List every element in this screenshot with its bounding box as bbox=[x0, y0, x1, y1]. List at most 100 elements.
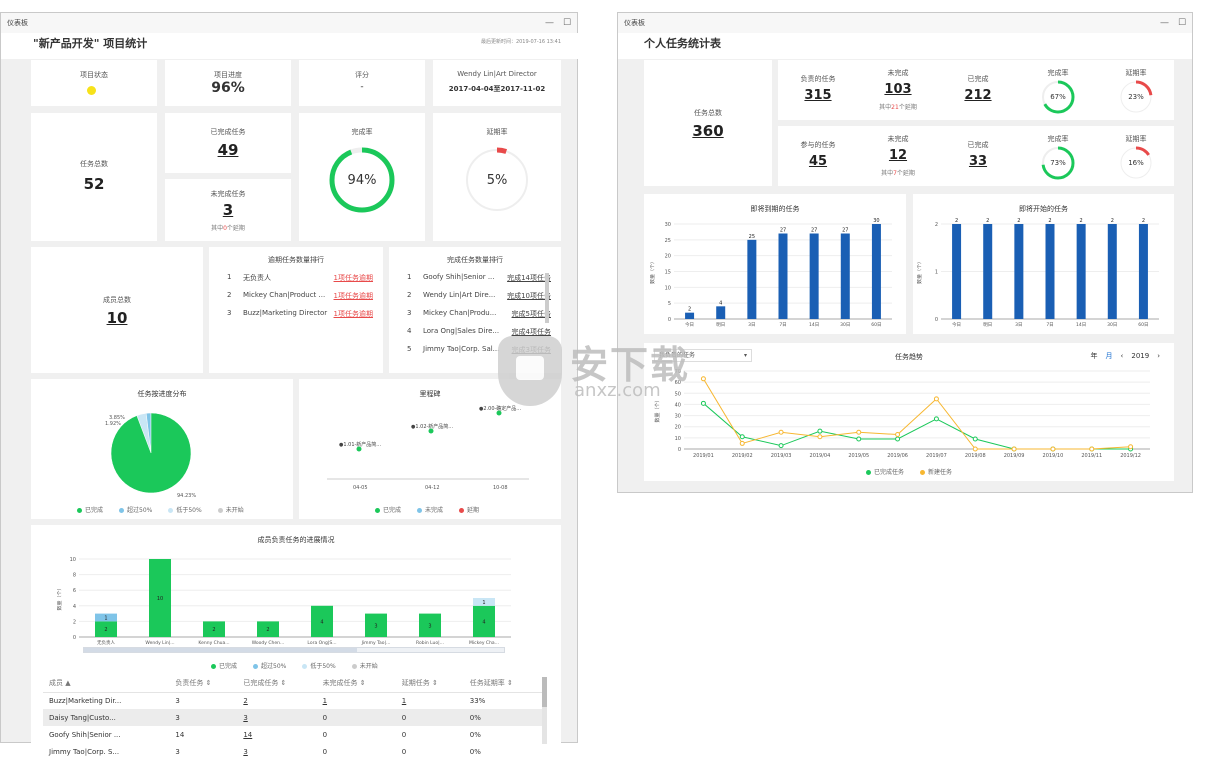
undone-tasks-label: 未完成任务 bbox=[210, 190, 246, 198]
column-header[interactable]: 任务延期率 ⇕ bbox=[463, 675, 543, 693]
table-cell[interactable]: 2 bbox=[243, 696, 248, 705]
column-header[interactable]: 成员 ▲ bbox=[43, 675, 170, 693]
table-cell: Goofy Shih|Senior ... bbox=[49, 730, 121, 739]
bar-label: 1 bbox=[482, 600, 485, 606]
maximize-icon[interactable]: ☐ bbox=[563, 18, 572, 28]
table-cell[interactable]: 0 bbox=[401, 730, 407, 739]
bar-label: 2 bbox=[1017, 218, 1020, 224]
personal-total-link[interactable]: 360 bbox=[692, 122, 724, 140]
part-undone-value[interactable]: 12 bbox=[888, 148, 908, 163]
table-row[interactable]: Jimmy Tao|Corp. S... 3 3 0 0 0% bbox=[43, 743, 543, 760]
y-axis-label: 数量（个） bbox=[917, 259, 923, 284]
minimize-icon[interactable]: — bbox=[545, 18, 554, 28]
members-link[interactable]: 10 bbox=[106, 309, 128, 327]
resp-value[interactable]: 315 bbox=[804, 88, 832, 103]
y-tick: 30 bbox=[675, 414, 681, 420]
bar-label: 30 bbox=[873, 218, 879, 224]
trend-legend-new: 新建任务 bbox=[920, 467, 952, 476]
table-cell[interactable]: 0 bbox=[401, 747, 407, 756]
x-tick: 7日 bbox=[1046, 322, 1053, 328]
bar bbox=[983, 224, 993, 319]
ms-legend-done: 已完成 bbox=[375, 505, 401, 514]
overdue-rank-row: 2 Mickey Chan|Product ... 1项任务逾期 bbox=[227, 291, 373, 303]
member-progress-card: 成员负责任务的进展情况 数量（个） 0 2 4 6 8 10 无负责人 2 1 Wendy Lin|… bbox=[31, 525, 561, 756]
part-done-value[interactable]: 33 bbox=[968, 154, 988, 169]
chart-zoom-slider[interactable] bbox=[83, 647, 505, 653]
column-header[interactable]: 未完成任务 ⇕ bbox=[316, 675, 396, 693]
start-chart-card: 即将开始的任务 数量（个） 0 1 2 今日 2 明日 2 3日 2 7日 2 14日 2 30日 2 60日 2 bbox=[913, 194, 1174, 334]
rank-link[interactable]: 1项任务逾期 bbox=[333, 310, 373, 318]
chevron-right-icon[interactable]: › bbox=[1157, 352, 1160, 360]
rank-link[interactable]: 完成5项任务 bbox=[511, 310, 551, 318]
bar bbox=[257, 621, 279, 637]
series-point bbox=[972, 446, 978, 452]
y-tick: 25 bbox=[665, 238, 671, 244]
right-minimize-icon[interactable]: — bbox=[1160, 18, 1169, 28]
resp-undone-value[interactable]: 103 bbox=[884, 82, 912, 97]
bar bbox=[1014, 224, 1024, 319]
due-chart-title: 即将到期的任务 bbox=[750, 205, 800, 213]
bar-label: 2 bbox=[266, 627, 269, 633]
x-tick: Jimmy Tao|... bbox=[361, 640, 391, 646]
rank-link[interactable]: 完成4项任务 bbox=[511, 328, 551, 336]
rank-link[interactable]: 1项任务逾期 bbox=[333, 292, 373, 300]
x-tick: 60日 bbox=[1138, 322, 1148, 328]
undone-tasks-card: 未完成任务 3 其中0个延期 bbox=[165, 179, 291, 241]
bar-label: 27 bbox=[780, 228, 786, 234]
x-tick: 2019/12 bbox=[1120, 453, 1141, 459]
right-maximize-icon[interactable]: ☐ bbox=[1178, 18, 1187, 28]
x-tick: Robin Luo|... bbox=[416, 640, 444, 646]
table-row[interactable]: Daisy Tang|Custo... 3 3 0 0 0% bbox=[43, 709, 543, 726]
table-cell[interactable]: 0 bbox=[316, 709, 396, 726]
due-bar-chart: 数量（个） 0 5 10 15 20 25 30 今日 2 明日 4 3日 25 7日 27 14日 27 30日 2… bbox=[650, 218, 892, 328]
y-tick: 5 bbox=[668, 301, 671, 307]
column-header[interactable]: 延期任务 ⇕ bbox=[395, 675, 464, 693]
table-cell[interactable]: 3 bbox=[237, 709, 317, 726]
part-value[interactable]: 45 bbox=[808, 154, 828, 169]
rating-value: - bbox=[360, 82, 364, 92]
rank-number: 2 bbox=[227, 291, 232, 299]
rank-link[interactable]: 完成10项任务 bbox=[507, 292, 551, 300]
table-row[interactable]: Goofy Shih|Senior ... 14 14 0 0 0% bbox=[43, 726, 543, 743]
table-cell[interactable]: 0 bbox=[322, 730, 328, 739]
total-tasks-label: 任务总数 bbox=[80, 160, 108, 168]
year-toggle[interactable]: 年 bbox=[1090, 352, 1098, 360]
chevron-left-icon[interactable]: ‹ bbox=[1120, 352, 1124, 360]
column-header[interactable]: 负责任务 ⇕ bbox=[169, 675, 238, 693]
done-tasks-link[interactable]: 49 bbox=[217, 141, 239, 159]
overdue-rank-card: 逾期任务数量排行 1 无负责人 1项任务逾期 2 Mickey Chan|Product… bbox=[209, 247, 383, 373]
personal-total-card: 任务总数 360 bbox=[644, 60, 772, 186]
milestone-title: 里程碑 bbox=[419, 390, 441, 398]
delay-value: 5% bbox=[486, 173, 508, 188]
delay-ring bbox=[464, 147, 530, 213]
done-rank-row: 4 Lora Ong|Sales Dire... 完成4项任务 bbox=[407, 327, 551, 339]
table-cell[interactable]: 3 bbox=[243, 747, 248, 756]
table-cell[interactable]: 1 bbox=[401, 696, 407, 705]
rank-scrollbar[interactable] bbox=[545, 273, 549, 323]
table-scrollbar[interactable] bbox=[542, 677, 547, 744]
undone-tasks-link[interactable]: 3 bbox=[222, 201, 234, 219]
start-bar-chart: 数量（个） 0 1 2 今日 2 明日 2 3日 2 7日 2 14日 2 30日 2 60日 2 bbox=[917, 218, 1159, 328]
x-tick: Lora Ong|S... bbox=[307, 640, 336, 646]
rank-link[interactable]: 1项任务逾期 bbox=[333, 274, 373, 282]
trend-dropdown[interactable]: 我负责的任务 ▾ bbox=[654, 349, 752, 362]
bar bbox=[149, 559, 171, 637]
month-toggle[interactable]: 月 bbox=[1105, 352, 1113, 360]
bar-label: 2 bbox=[688, 307, 691, 313]
rank-link[interactable]: 完成14项任务 bbox=[507, 274, 551, 282]
table-cell[interactable]: 0 bbox=[395, 709, 464, 726]
y-axis-label: 数量（个） bbox=[650, 259, 656, 284]
bar bbox=[419, 613, 441, 637]
table-cell[interactable]: 0 bbox=[322, 747, 328, 756]
undone-note: 其中0个延期 bbox=[211, 225, 245, 232]
table-cell[interactable]: 14 bbox=[243, 730, 253, 739]
column-header[interactable]: 已完成任务 ⇕ bbox=[237, 675, 317, 693]
participated-row: 参与的任务 45 未完成 12 其中7个延期 已完成 33 完成率 73% 延期… bbox=[778, 126, 1174, 186]
resp-done-value[interactable]: 212 bbox=[964, 88, 992, 103]
completion-value: 94% bbox=[347, 173, 377, 188]
milestone-label: ●1.01-新产品简... bbox=[339, 441, 381, 448]
done-tasks-card: 已完成任务 49 bbox=[165, 113, 291, 173]
table-row[interactable]: Buzz|Marketing Dir... 3 2 1 1 33% bbox=[43, 692, 543, 709]
table-cell[interactable]: 1 bbox=[322, 696, 328, 705]
member-table: 成员 ▲ 负责任务 ⇕ 已完成任务 ⇕ 未完成任务 ⇕ 延期任务 ⇕ 任务延期率 ⇕ Bu… bbox=[43, 675, 543, 760]
